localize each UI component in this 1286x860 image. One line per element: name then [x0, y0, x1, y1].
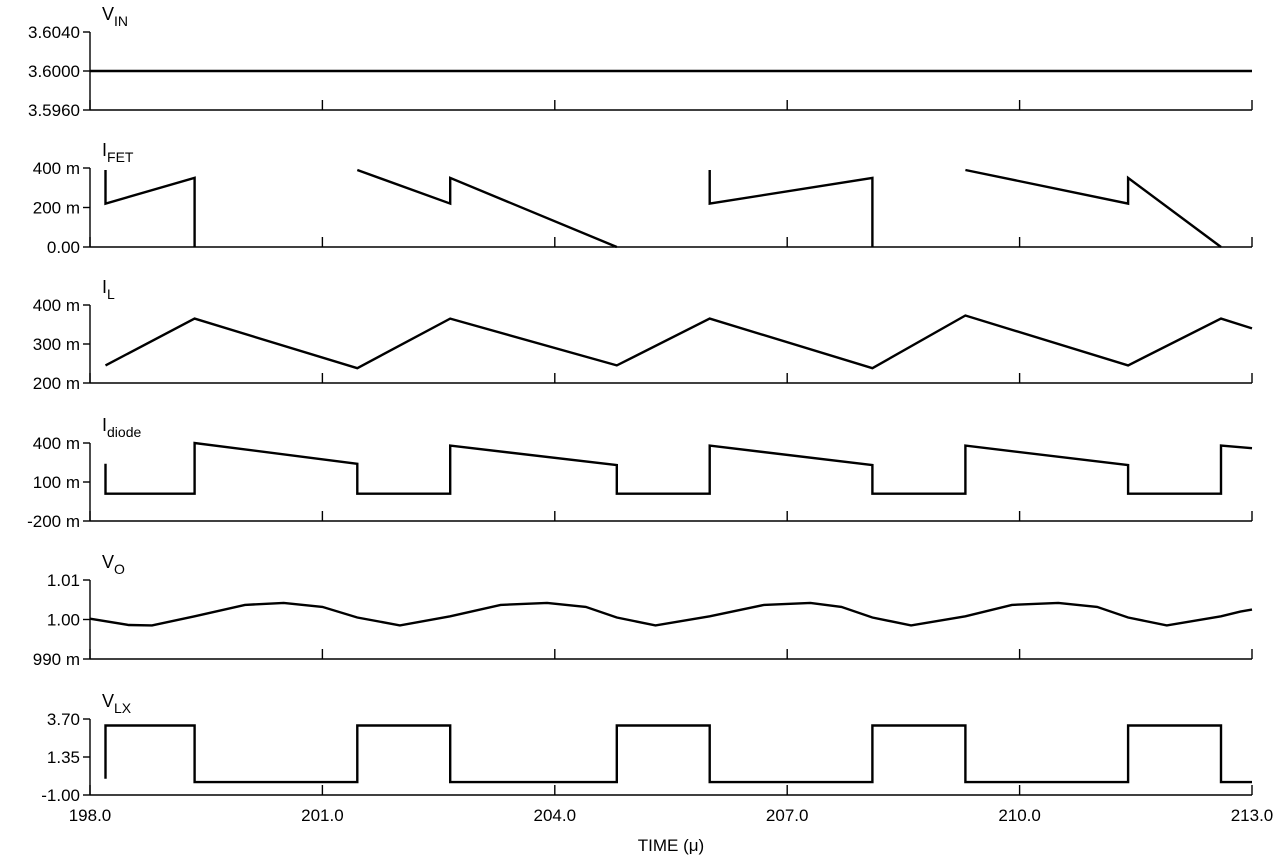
trace-label-main: I	[102, 140, 107, 160]
series-line-il	[104, 314, 1253, 370]
trace-label-main: I	[102, 277, 107, 297]
x-tick-label: 207.0	[766, 806, 809, 825]
trace-label-subscript: diode	[107, 424, 141, 440]
trace-label-il: IL	[102, 277, 115, 302]
trace-label-idiode: Idiode	[102, 415, 141, 440]
y-tick-label-vin: 3.6040	[28, 23, 80, 42]
series-line-ifet	[104, 168, 1222, 249]
trace-label-subscript: LX	[114, 700, 132, 716]
y-tick-label-vin: 3.6000	[28, 62, 80, 81]
panel-idiode: -200 m 100 m 400 m Idiode	[27, 415, 1253, 531]
trace-label-main: V	[102, 4, 114, 24]
y-tick-label-vo: 990 m	[33, 650, 80, 669]
x-tick-label: 198.0	[69, 806, 112, 825]
trace-label-vlx: VLX	[102, 691, 132, 716]
trace-label-main: I	[102, 415, 107, 435]
y-tick-label-il: 200 m	[33, 374, 80, 393]
trace-label-vo: VO	[102, 552, 125, 577]
x-tick-label: 213.0	[1231, 806, 1274, 825]
y-tick-label-idiode: 100 m	[33, 473, 80, 492]
trace-label-vin: VIN	[102, 4, 128, 29]
x-axis-title: TIME (μ)	[638, 836, 704, 855]
x-tick-label: 210.0	[998, 806, 1041, 825]
panel-vin: 3.5960 3.6000 3.6040 VIN	[28, 4, 1253, 120]
series-line-vo	[89, 601, 1253, 627]
trace-label-main: V	[102, 552, 114, 572]
y-tick-label-vo: 1.00	[47, 611, 80, 630]
trace-label-subscript: IN	[114, 13, 128, 29]
y-tick-label-ifet: 200 m	[33, 199, 80, 218]
panel-ifet: 0.00 200 m 400 m IFET	[33, 140, 1253, 257]
trace-label-ifet: IFET	[102, 140, 134, 165]
y-tick-label-il: 400 m	[33, 296, 80, 315]
y-tick-label-vlx: 3.70	[47, 710, 80, 729]
y-tick-label-vlx: 1.35	[47, 748, 80, 767]
trace-label-subscript: O	[114, 561, 125, 577]
panel-vo: 990 m 1.00 1.01 VO	[33, 552, 1253, 669]
panel-vlx: -1.00 1.35 3.70 VLX	[41, 691, 1253, 805]
trace-label-main: V	[102, 691, 114, 711]
y-tick-label-vo: 1.01	[47, 571, 80, 590]
y-tick-label-ifet: 400 m	[33, 159, 80, 178]
y-tick-label-vlx: -1.00	[41, 786, 80, 805]
y-tick-label-idiode: -200 m	[27, 512, 80, 531]
y-tick-label-il: 300 m	[33, 335, 80, 354]
panel-il: 200 m 300 m 400 m IL	[33, 277, 1253, 393]
trace-label-subscript: FET	[107, 149, 134, 165]
y-tick-label-vin: 3.5960	[28, 101, 80, 120]
x-tick-label: 204.0	[534, 806, 577, 825]
y-tick-label-ifet: 0.00	[47, 238, 80, 257]
y-tick-label-idiode: 400 m	[33, 434, 80, 453]
trace-label-subscript: L	[107, 286, 115, 302]
series-line-vlx	[104, 724, 1252, 784]
x-tick-label: 201.0	[301, 806, 344, 825]
series-line-idiode	[104, 441, 1253, 495]
